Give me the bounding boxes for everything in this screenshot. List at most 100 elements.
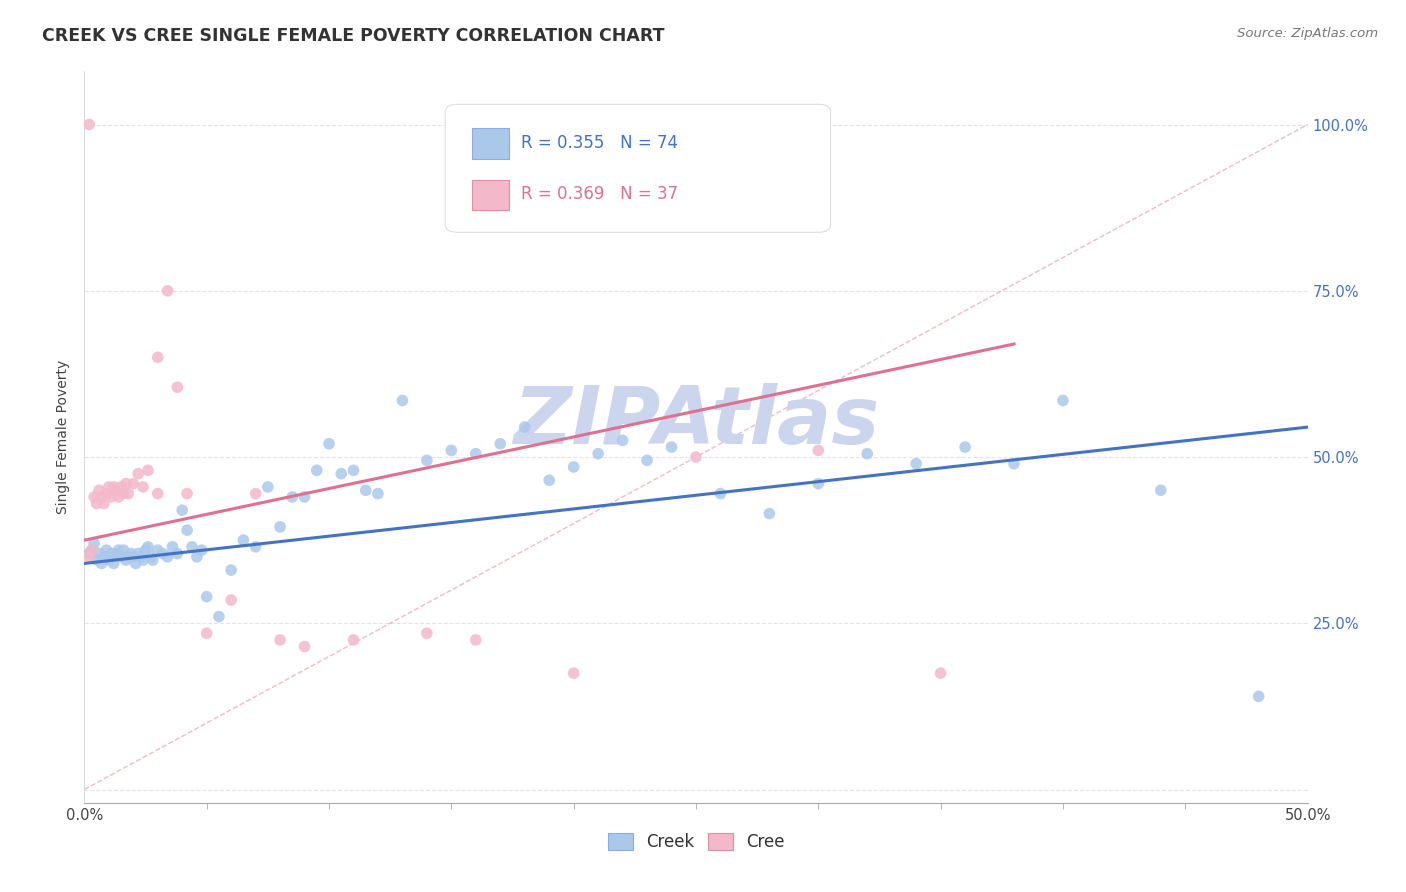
FancyBboxPatch shape bbox=[446, 104, 831, 232]
Point bbox=[330, 467, 353, 481]
Point bbox=[416, 453, 439, 467]
Point bbox=[367, 486, 389, 500]
Point bbox=[208, 609, 231, 624]
Point bbox=[245, 486, 267, 500]
Point bbox=[391, 393, 413, 408]
Point bbox=[152, 546, 174, 560]
Point bbox=[342, 632, 364, 647]
Point bbox=[115, 553, 138, 567]
Point bbox=[77, 118, 100, 132]
Point bbox=[136, 463, 159, 477]
Point bbox=[107, 543, 129, 558]
Point bbox=[125, 557, 148, 571]
Point bbox=[281, 490, 304, 504]
Point bbox=[905, 457, 928, 471]
Point bbox=[142, 553, 165, 567]
Point bbox=[176, 486, 198, 500]
Point bbox=[269, 632, 291, 647]
Point bbox=[661, 440, 683, 454]
Point bbox=[127, 546, 149, 560]
Point bbox=[513, 420, 536, 434]
Point bbox=[953, 440, 976, 454]
Point bbox=[758, 507, 780, 521]
Point bbox=[103, 557, 125, 571]
Point bbox=[117, 486, 139, 500]
FancyBboxPatch shape bbox=[472, 128, 509, 159]
Point bbox=[269, 520, 291, 534]
Point bbox=[105, 546, 128, 560]
Point bbox=[1002, 457, 1025, 471]
Point bbox=[117, 549, 139, 564]
Point bbox=[162, 540, 184, 554]
Point bbox=[156, 284, 179, 298]
Point bbox=[96, 543, 118, 558]
Point bbox=[354, 483, 377, 498]
Point bbox=[636, 453, 658, 467]
Point bbox=[83, 490, 105, 504]
Point bbox=[156, 549, 179, 564]
Point bbox=[97, 480, 120, 494]
Point bbox=[80, 543, 103, 558]
Point bbox=[107, 490, 129, 504]
Point bbox=[294, 640, 316, 654]
Point bbox=[464, 632, 486, 647]
Point bbox=[77, 549, 100, 564]
Point bbox=[122, 549, 145, 564]
Point bbox=[856, 447, 879, 461]
Point bbox=[612, 434, 634, 448]
Point bbox=[538, 473, 561, 487]
Point bbox=[245, 540, 267, 554]
Point bbox=[191, 543, 214, 558]
Text: ZIPAtlas: ZIPAtlas bbox=[513, 384, 879, 461]
Point bbox=[1052, 393, 1074, 408]
Point bbox=[132, 480, 155, 494]
Point bbox=[77, 546, 100, 560]
Point bbox=[1247, 690, 1270, 704]
Point bbox=[90, 557, 112, 571]
Point bbox=[195, 590, 218, 604]
Point bbox=[87, 483, 110, 498]
Point bbox=[219, 563, 242, 577]
Point bbox=[132, 553, 155, 567]
Point bbox=[172, 503, 194, 517]
Legend: Creek, Cree: Creek, Cree bbox=[600, 826, 792, 858]
Point bbox=[112, 486, 135, 500]
Point bbox=[318, 436, 340, 450]
Point bbox=[146, 351, 169, 365]
Point bbox=[90, 490, 112, 504]
Point bbox=[709, 486, 731, 500]
Point bbox=[146, 486, 169, 500]
Point bbox=[176, 523, 198, 537]
Point bbox=[87, 546, 110, 560]
Text: CREEK VS CREE SINGLE FEMALE POVERTY CORRELATION CHART: CREEK VS CREE SINGLE FEMALE POVERTY CORR… bbox=[42, 27, 665, 45]
Point bbox=[186, 549, 208, 564]
Point bbox=[440, 443, 463, 458]
Point bbox=[807, 443, 830, 458]
Point bbox=[105, 483, 128, 498]
Point bbox=[489, 436, 512, 450]
Point bbox=[294, 490, 316, 504]
Point bbox=[129, 549, 152, 564]
Point bbox=[93, 497, 115, 511]
Point bbox=[807, 476, 830, 491]
Text: R = 0.355   N = 74: R = 0.355 N = 74 bbox=[522, 134, 678, 152]
Point bbox=[562, 460, 585, 475]
Point bbox=[464, 447, 486, 461]
Point bbox=[305, 463, 328, 477]
Point bbox=[110, 549, 132, 564]
Point bbox=[135, 543, 157, 558]
Point bbox=[685, 450, 707, 464]
Point bbox=[80, 543, 103, 558]
Point bbox=[100, 490, 122, 504]
Point bbox=[93, 549, 115, 564]
Point bbox=[562, 118, 585, 132]
Point bbox=[342, 463, 364, 477]
Point bbox=[96, 486, 118, 500]
Point bbox=[136, 540, 159, 554]
Point bbox=[416, 626, 439, 640]
Point bbox=[122, 476, 145, 491]
Point bbox=[83, 536, 105, 550]
Point bbox=[97, 553, 120, 567]
Point bbox=[115, 476, 138, 491]
Point bbox=[257, 480, 280, 494]
